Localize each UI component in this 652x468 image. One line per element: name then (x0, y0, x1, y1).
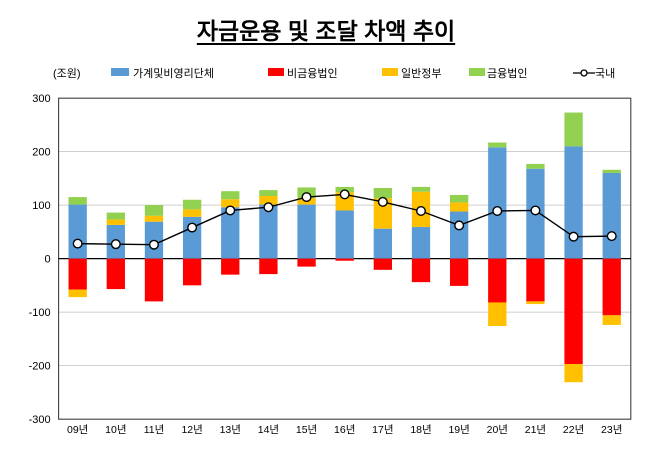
svg-text:15년: 15년 (296, 424, 317, 436)
svg-text:12년: 12년 (181, 424, 202, 436)
svg-text:0: 0 (44, 254, 50, 266)
svg-text:09년: 09년 (67, 424, 88, 436)
svg-text:10년: 10년 (105, 424, 126, 436)
svg-text:100: 100 (32, 200, 50, 212)
svg-text:18년: 18년 (410, 424, 431, 436)
svg-text:300: 300 (32, 93, 50, 105)
svg-text:23년: 23년 (601, 424, 622, 436)
svg-text:20년: 20년 (487, 424, 508, 436)
svg-text:22년: 22년 (563, 424, 584, 436)
svg-text:17년: 17년 (372, 424, 393, 436)
svg-text:13년: 13년 (220, 424, 241, 436)
svg-text:-100: -100 (29, 307, 51, 319)
svg-text:200: 200 (32, 147, 50, 159)
svg-text:16년: 16년 (334, 424, 355, 436)
svg-text:-200: -200 (29, 361, 51, 373)
svg-text:21년: 21년 (525, 424, 546, 436)
svg-text:11년: 11년 (144, 424, 165, 436)
svg-text:14년: 14년 (258, 424, 279, 436)
svg-text:19년: 19년 (448, 424, 469, 436)
svg-text:-300: -300 (29, 414, 51, 426)
